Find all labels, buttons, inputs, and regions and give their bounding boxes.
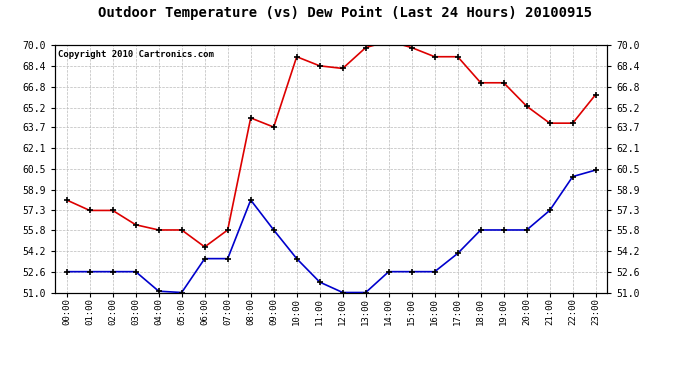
Text: Copyright 2010 Cartronics.com: Copyright 2010 Cartronics.com [58,50,214,59]
Text: Outdoor Temperature (vs) Dew Point (Last 24 Hours) 20100915: Outdoor Temperature (vs) Dew Point (Last… [98,6,592,20]
